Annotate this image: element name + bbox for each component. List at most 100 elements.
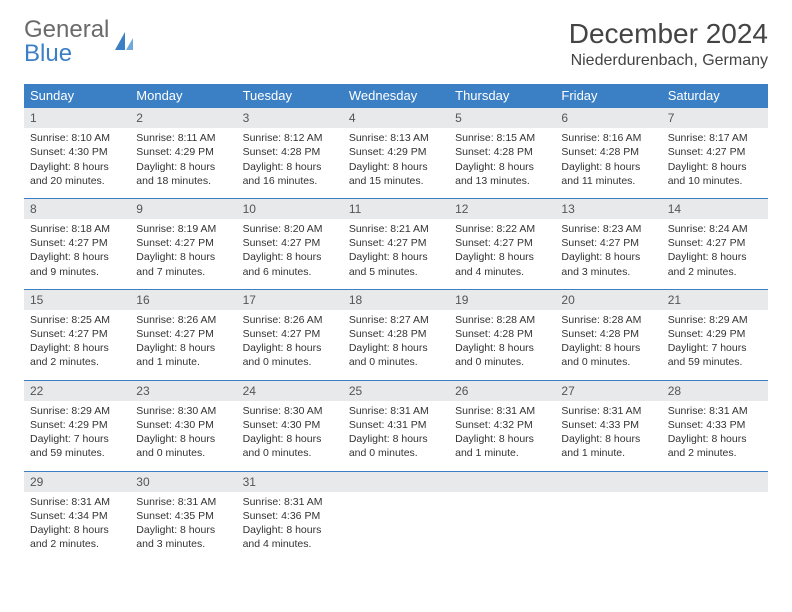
title-block: December 2024 Niederdurenbach, Germany — [569, 18, 768, 70]
day-line: Sunset: 4:27 PM — [30, 236, 124, 250]
day-line: Sunrise: 8:30 AM — [243, 404, 337, 418]
day-line: Sunrise: 8:13 AM — [349, 131, 443, 145]
day-number: 18 — [343, 289, 449, 310]
day-body: Sunrise: 8:31 AMSunset: 4:33 PMDaylight:… — [555, 401, 661, 471]
calendar-day: 1Sunrise: 8:10 AMSunset: 4:30 PMDaylight… — [24, 107, 130, 198]
calendar-day: 6Sunrise: 8:16 AMSunset: 4:28 PMDaylight… — [555, 107, 661, 198]
calendar-day: . — [555, 471, 661, 562]
day-body: Sunrise: 8:13 AMSunset: 4:29 PMDaylight:… — [343, 128, 449, 198]
day-line: Sunrise: 8:31 AM — [30, 495, 124, 509]
calendar-day: . — [343, 471, 449, 562]
day-body — [343, 492, 449, 544]
day-line: Sunset: 4:32 PM — [455, 418, 549, 432]
day-number: 28 — [662, 380, 768, 401]
day-line: and 4 minutes. — [243, 537, 337, 551]
day-line: and 0 minutes. — [349, 355, 443, 369]
day-number: 12 — [449, 198, 555, 219]
calendar-day: 7Sunrise: 8:17 AMSunset: 4:27 PMDaylight… — [662, 107, 768, 198]
day-line: and 2 minutes. — [30, 355, 124, 369]
day-line: Sunset: 4:28 PM — [561, 327, 655, 341]
calendar-day: 8Sunrise: 8:18 AMSunset: 4:27 PMDaylight… — [24, 198, 130, 289]
day-number: 27 — [555, 380, 661, 401]
day-body: Sunrise: 8:12 AMSunset: 4:28 PMDaylight:… — [237, 128, 343, 198]
day-number: 30 — [130, 471, 236, 492]
day-line: Daylight: 8 hours — [243, 341, 337, 355]
day-line: Sunrise: 8:29 AM — [668, 313, 762, 327]
day-line: Daylight: 8 hours — [561, 160, 655, 174]
day-body — [662, 492, 768, 544]
day-line: Sunrise: 8:11 AM — [136, 131, 230, 145]
day-line: Sunset: 4:30 PM — [30, 145, 124, 159]
weekday-header: Friday — [555, 84, 661, 107]
day-line: and 1 minute. — [455, 446, 549, 460]
day-line: Daylight: 7 hours — [668, 341, 762, 355]
day-line: Sunrise: 8:28 AM — [455, 313, 549, 327]
day-line: Daylight: 8 hours — [136, 341, 230, 355]
day-line: Sunset: 4:33 PM — [668, 418, 762, 432]
day-line: Sunset: 4:29 PM — [136, 145, 230, 159]
day-line: and 0 minutes. — [455, 355, 549, 369]
day-number: 5 — [449, 107, 555, 128]
day-line: Daylight: 8 hours — [243, 160, 337, 174]
day-line: Sunset: 4:28 PM — [561, 145, 655, 159]
calendar-week: 8Sunrise: 8:18 AMSunset: 4:27 PMDaylight… — [24, 198, 768, 289]
day-line: Sunset: 4:27 PM — [243, 327, 337, 341]
calendar-day: 26Sunrise: 8:31 AMSunset: 4:32 PMDayligh… — [449, 380, 555, 471]
day-line: and 2 minutes. — [668, 446, 762, 460]
day-body: Sunrise: 8:31 AMSunset: 4:31 PMDaylight:… — [343, 401, 449, 471]
calendar-day: 4Sunrise: 8:13 AMSunset: 4:29 PMDaylight… — [343, 107, 449, 198]
day-line: and 11 minutes. — [561, 174, 655, 188]
day-line: Daylight: 8 hours — [455, 250, 549, 264]
day-body: Sunrise: 8:24 AMSunset: 4:27 PMDaylight:… — [662, 219, 768, 289]
day-number: 10 — [237, 198, 343, 219]
day-line: and 9 minutes. — [30, 265, 124, 279]
day-line: and 2 minutes. — [30, 537, 124, 551]
day-number: 23 — [130, 380, 236, 401]
day-line: Daylight: 8 hours — [455, 160, 549, 174]
day-line: and 3 minutes. — [561, 265, 655, 279]
day-body: Sunrise: 8:23 AMSunset: 4:27 PMDaylight:… — [555, 219, 661, 289]
day-line: Sunrise: 8:25 AM — [30, 313, 124, 327]
calendar-week: 22Sunrise: 8:29 AMSunset: 4:29 PMDayligh… — [24, 380, 768, 471]
calendar-day: 20Sunrise: 8:28 AMSunset: 4:28 PMDayligh… — [555, 289, 661, 380]
day-line: and 13 minutes. — [455, 174, 549, 188]
calendar-day: 27Sunrise: 8:31 AMSunset: 4:33 PMDayligh… — [555, 380, 661, 471]
day-body: Sunrise: 8:21 AMSunset: 4:27 PMDaylight:… — [343, 219, 449, 289]
day-number: 7 — [662, 107, 768, 128]
calendar-day: 3Sunrise: 8:12 AMSunset: 4:28 PMDaylight… — [237, 107, 343, 198]
day-line: Sunset: 4:29 PM — [30, 418, 124, 432]
day-number: 8 — [24, 198, 130, 219]
day-body: Sunrise: 8:29 AMSunset: 4:29 PMDaylight:… — [24, 401, 130, 471]
day-line: Sunrise: 8:24 AM — [668, 222, 762, 236]
day-line: Sunset: 4:27 PM — [668, 236, 762, 250]
weekday-header: Sunday — [24, 84, 130, 107]
calendar-week: 15Sunrise: 8:25 AMSunset: 4:27 PMDayligh… — [24, 289, 768, 380]
calendar-day: 22Sunrise: 8:29 AMSunset: 4:29 PMDayligh… — [24, 380, 130, 471]
day-line: Sunset: 4:34 PM — [30, 509, 124, 523]
calendar-body: 1Sunrise: 8:10 AMSunset: 4:30 PMDaylight… — [24, 107, 768, 561]
day-line: Daylight: 8 hours — [243, 523, 337, 537]
day-line: Sunrise: 8:28 AM — [561, 313, 655, 327]
day-line: Daylight: 8 hours — [561, 250, 655, 264]
day-line: Sunrise: 8:31 AM — [349, 404, 443, 418]
day-number: 25 — [343, 380, 449, 401]
calendar-day: 29Sunrise: 8:31 AMSunset: 4:34 PMDayligh… — [24, 471, 130, 562]
day-line: Daylight: 8 hours — [455, 341, 549, 355]
calendar-day: . — [449, 471, 555, 562]
day-number: 14 — [662, 198, 768, 219]
calendar-day: 13Sunrise: 8:23 AMSunset: 4:27 PMDayligh… — [555, 198, 661, 289]
day-line: Sunrise: 8:10 AM — [30, 131, 124, 145]
calendar-day: 9Sunrise: 8:19 AMSunset: 4:27 PMDaylight… — [130, 198, 236, 289]
day-body: Sunrise: 8:19 AMSunset: 4:27 PMDaylight:… — [130, 219, 236, 289]
day-number: 22 — [24, 380, 130, 401]
day-line: Sunset: 4:30 PM — [136, 418, 230, 432]
day-line: Sunset: 4:27 PM — [455, 236, 549, 250]
day-number: . — [343, 471, 449, 492]
day-line: Sunrise: 8:20 AM — [243, 222, 337, 236]
weekday-header: Monday — [130, 84, 236, 107]
day-body: Sunrise: 8:31 AMSunset: 4:32 PMDaylight:… — [449, 401, 555, 471]
day-number: 11 — [343, 198, 449, 219]
day-line: Sunrise: 8:31 AM — [668, 404, 762, 418]
day-line: Daylight: 8 hours — [561, 341, 655, 355]
calendar-day: 5Sunrise: 8:15 AMSunset: 4:28 PMDaylight… — [449, 107, 555, 198]
